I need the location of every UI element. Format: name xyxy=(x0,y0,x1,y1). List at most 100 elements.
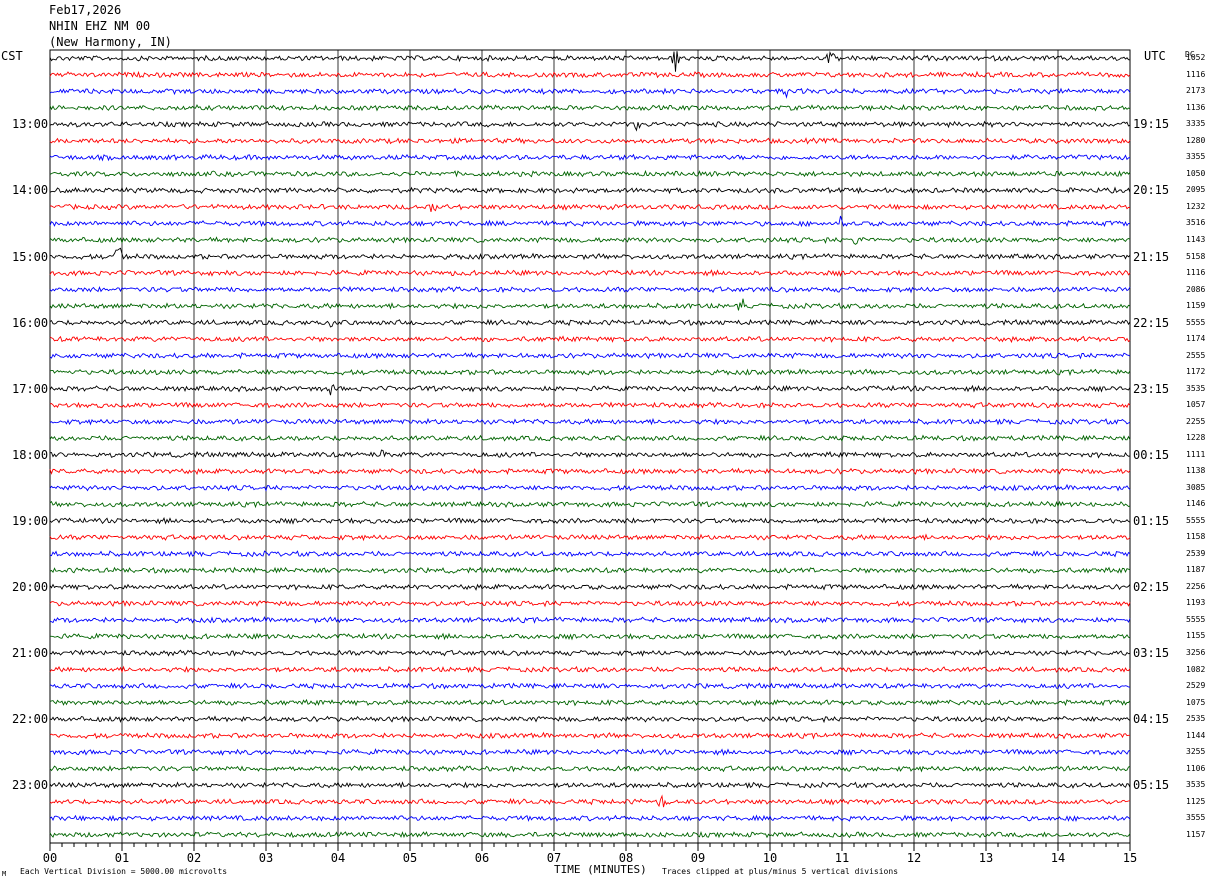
trace-black xyxy=(49,449,1131,459)
left-hour-label: 14:00 xyxy=(12,183,49,198)
x-tick-label: 14 xyxy=(1051,851,1065,865)
x-tick-label: 02 xyxy=(187,851,201,865)
dc-offset-label: 1057 xyxy=(1186,400,1206,410)
dc-offset-label: 1159 xyxy=(1186,301,1206,311)
dc-offset-label: 2529 xyxy=(1186,681,1206,691)
dc-offset-label: 3255 xyxy=(1186,747,1206,757)
dc-offset-label: 1116 xyxy=(1186,268,1206,278)
trace-red xyxy=(49,794,1131,808)
trace-blue xyxy=(49,682,1131,690)
dc-offset-label: 1052 xyxy=(1186,53,1206,63)
trace-green xyxy=(49,434,1131,442)
dc-offset-label: 2173 xyxy=(1186,86,1206,96)
dc-offset-label: 1155 xyxy=(1186,631,1206,641)
x-tick-label: 06 xyxy=(475,851,489,865)
dc-offset-label: 2535 xyxy=(1186,714,1206,724)
x-tick-label: 11 xyxy=(835,851,849,865)
x-tick-label: 15 xyxy=(1123,851,1137,865)
left-hour-label: 21:00 xyxy=(12,646,49,660)
left-hour-label: 16:00 xyxy=(12,315,49,330)
header-location: (New Harmony, IN) xyxy=(49,35,172,49)
dc-offset-label: 5555 xyxy=(1186,515,1206,525)
dc-offset-label: 2256 xyxy=(1186,581,1206,591)
dc-offset-label: 5555 xyxy=(1186,614,1206,624)
left-hour-label: 18:00 xyxy=(12,447,49,462)
dc-offset-label: 1228 xyxy=(1186,433,1206,443)
dc-offset-label: 1280 xyxy=(1186,135,1206,145)
dc-offset-label: 3535 xyxy=(1186,780,1206,790)
header-date: Feb17,2026 xyxy=(49,3,122,17)
right-hour-label: 03:15 xyxy=(1133,646,1170,660)
trace-red xyxy=(49,467,1131,476)
trace-green xyxy=(49,169,1131,178)
dc-offset-label: 3085 xyxy=(1186,482,1206,492)
dc-offset-label: 1232 xyxy=(1186,201,1206,211)
trace-blue xyxy=(49,285,1131,294)
dc-offset-label: 3516 xyxy=(1186,218,1206,228)
trace-green xyxy=(49,368,1131,377)
right-hour-label: 04:15 xyxy=(1133,712,1170,727)
right-axis-title: UTC xyxy=(1144,49,1166,63)
dc-offset-label: 3535 xyxy=(1186,383,1206,393)
trace-blue xyxy=(49,87,1131,99)
trace-green xyxy=(49,632,1131,641)
trace-red xyxy=(49,665,1131,674)
dc-title: DC xyxy=(1185,50,1195,59)
dc-offset-label: 1172 xyxy=(1186,367,1206,377)
grid xyxy=(49,49,1131,844)
left-hour-label: 17:00 xyxy=(12,381,49,396)
seismic-traces xyxy=(49,50,1131,839)
trace-green xyxy=(49,764,1131,773)
left-hour-label: 23:00 xyxy=(12,778,49,793)
dc-offset-label: 1075 xyxy=(1186,697,1206,707)
trace-red xyxy=(49,731,1130,740)
trace-green xyxy=(49,298,1131,311)
right-hour-label: 01:15 xyxy=(1133,513,1170,528)
trace-black xyxy=(49,781,1131,789)
trace-red xyxy=(49,335,1131,344)
trace-green xyxy=(49,698,1131,707)
header-station: NHIN EHZ NM 00 xyxy=(49,19,151,33)
dc-offset-label: 1082 xyxy=(1186,664,1206,674)
x-tick-label: 05 xyxy=(403,851,417,865)
dc-offset-label: 1146 xyxy=(1186,499,1206,509)
plot-frame xyxy=(49,49,1131,844)
dc-offset-label: 1158 xyxy=(1186,532,1206,542)
trace-red xyxy=(49,533,1131,542)
trace-blue xyxy=(49,814,1131,822)
trace-green xyxy=(49,500,1131,509)
dc-offset-label: 1136 xyxy=(1186,102,1206,112)
x-axis-title: TIME (MINUTES) xyxy=(554,863,647,876)
dc-offset-label: 1116 xyxy=(1186,69,1206,79)
trace-black xyxy=(49,517,1131,525)
trace-black xyxy=(49,715,1131,724)
right-hour-label: 02:15 xyxy=(1133,579,1170,594)
trace-blue xyxy=(49,748,1131,757)
x-tick-label: 04 xyxy=(331,851,345,865)
right-hour-label: 22:15 xyxy=(1133,315,1170,330)
dc-offset-label: 2255 xyxy=(1186,416,1206,426)
x-tick-label: 09 xyxy=(691,851,705,865)
dc-offset-label: 1050 xyxy=(1186,168,1206,178)
dc-offset-label: 2086 xyxy=(1186,284,1206,294)
dc-offset-label: 5555 xyxy=(1186,317,1206,327)
trace-green xyxy=(49,566,1131,575)
footer-scale-note: Each Vertical Division = 5000.00 microvo… xyxy=(20,867,228,876)
trace-red xyxy=(49,203,1131,212)
right-hour-label: 05:15 xyxy=(1133,778,1170,793)
dc-offset-label: 2095 xyxy=(1186,185,1206,195)
dc-offset-label: 1174 xyxy=(1186,334,1206,344)
dc-offset-label: 1125 xyxy=(1186,796,1206,806)
dc-offset-label: 1193 xyxy=(1186,598,1206,608)
dc-offset-label: 1111 xyxy=(1186,449,1206,459)
trace-black xyxy=(49,120,1131,132)
trace-red xyxy=(49,269,1131,277)
trace-black xyxy=(49,186,1131,195)
dc-offset-label: 5158 xyxy=(1186,251,1206,261)
trace-black xyxy=(49,318,1131,328)
trace-blue xyxy=(49,153,1131,162)
x-tick-label: 08 xyxy=(619,851,633,865)
x-tick-label: 13 xyxy=(979,851,993,865)
trace-black xyxy=(49,583,1131,591)
